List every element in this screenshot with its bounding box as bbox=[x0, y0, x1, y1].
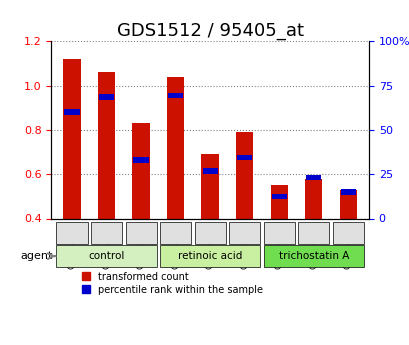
Bar bbox=[132, 123, 149, 218]
Bar bbox=[339, 190, 356, 218]
FancyBboxPatch shape bbox=[125, 222, 156, 244]
Text: retinoic acid: retinoic acid bbox=[178, 251, 242, 261]
Text: control: control bbox=[88, 251, 124, 261]
FancyBboxPatch shape bbox=[332, 222, 363, 244]
Bar bbox=[271, 194, 286, 199]
FancyBboxPatch shape bbox=[229, 222, 260, 244]
Bar bbox=[304, 179, 321, 218]
Bar bbox=[201, 154, 218, 218]
Bar bbox=[270, 185, 287, 218]
Title: GDS1512 / 95405_at: GDS1512 / 95405_at bbox=[116, 22, 303, 40]
FancyBboxPatch shape bbox=[56, 245, 156, 267]
Bar bbox=[236, 132, 253, 218]
Legend: transformed count, percentile rank within the sample: transformed count, percentile rank withi… bbox=[81, 272, 263, 295]
Bar bbox=[166, 77, 184, 218]
Text: trichostatin A: trichostatin A bbox=[278, 251, 348, 261]
FancyBboxPatch shape bbox=[297, 222, 328, 244]
FancyBboxPatch shape bbox=[56, 222, 87, 244]
FancyBboxPatch shape bbox=[160, 245, 260, 267]
Bar bbox=[98, 72, 115, 218]
Bar bbox=[63, 59, 81, 218]
Bar bbox=[133, 157, 148, 162]
Bar bbox=[306, 175, 321, 180]
Bar bbox=[168, 93, 183, 98]
Bar bbox=[236, 155, 252, 160]
Bar bbox=[202, 168, 217, 174]
Bar bbox=[99, 94, 114, 99]
FancyBboxPatch shape bbox=[91, 222, 122, 244]
FancyBboxPatch shape bbox=[160, 222, 191, 244]
FancyBboxPatch shape bbox=[263, 245, 363, 267]
FancyBboxPatch shape bbox=[194, 222, 225, 244]
Bar bbox=[340, 189, 355, 195]
Bar bbox=[64, 109, 79, 115]
FancyBboxPatch shape bbox=[263, 222, 294, 244]
Text: agent: agent bbox=[20, 251, 52, 261]
